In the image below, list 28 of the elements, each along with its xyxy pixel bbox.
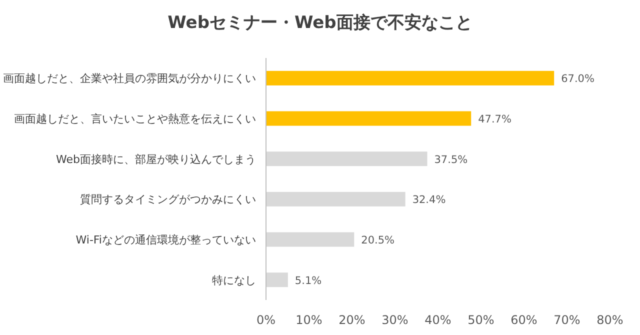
x-tick-label: 30% <box>382 313 408 327</box>
bar <box>266 152 428 166</box>
data-label: 37.5% <box>434 154 468 166</box>
y-tick-label: 質問するタイミングがつかみにくい <box>80 193 256 206</box>
bar <box>266 192 406 206</box>
x-tick-label: 60% <box>510 313 538 327</box>
data-label: 5.1% <box>294 274 322 287</box>
bar <box>266 111 472 126</box>
x-tick-label: 20% <box>338 313 366 327</box>
bar <box>266 272 288 288</box>
bar <box>266 232 354 247</box>
y-tick-label: Wi-Fiなどの通信環境が整っていない <box>76 234 256 246</box>
y-tick-label: 特になし <box>212 274 256 287</box>
data-label: 20.5% <box>361 234 395 246</box>
x-tick-label: 50% <box>468 313 494 327</box>
x-tick-label: 70% <box>554 313 580 327</box>
data-label: 67.0% <box>561 73 594 86</box>
x-tick-label: 80% <box>596 313 624 327</box>
y-tick-label: 画面越しだと、企業や社員の雰囲気が分かりにくい <box>3 72 256 86</box>
x-tick-label: 0% <box>256 313 276 327</box>
y-tick-label: Web面接時に、部屋が映り込んでしまう <box>56 152 256 166</box>
data-label: 32.4% <box>412 194 446 206</box>
bar <box>266 70 554 86</box>
chart-title: Webセミナー・Web面接で不安なこと <box>168 13 472 33</box>
x-tick-label: 10% <box>296 313 322 327</box>
y-tick-label: 画面越しだと、言いたいことや熱意を伝えにくい <box>14 112 256 126</box>
data-label: 47.7% <box>478 114 512 126</box>
x-tick-label: 40% <box>424 313 452 327</box>
